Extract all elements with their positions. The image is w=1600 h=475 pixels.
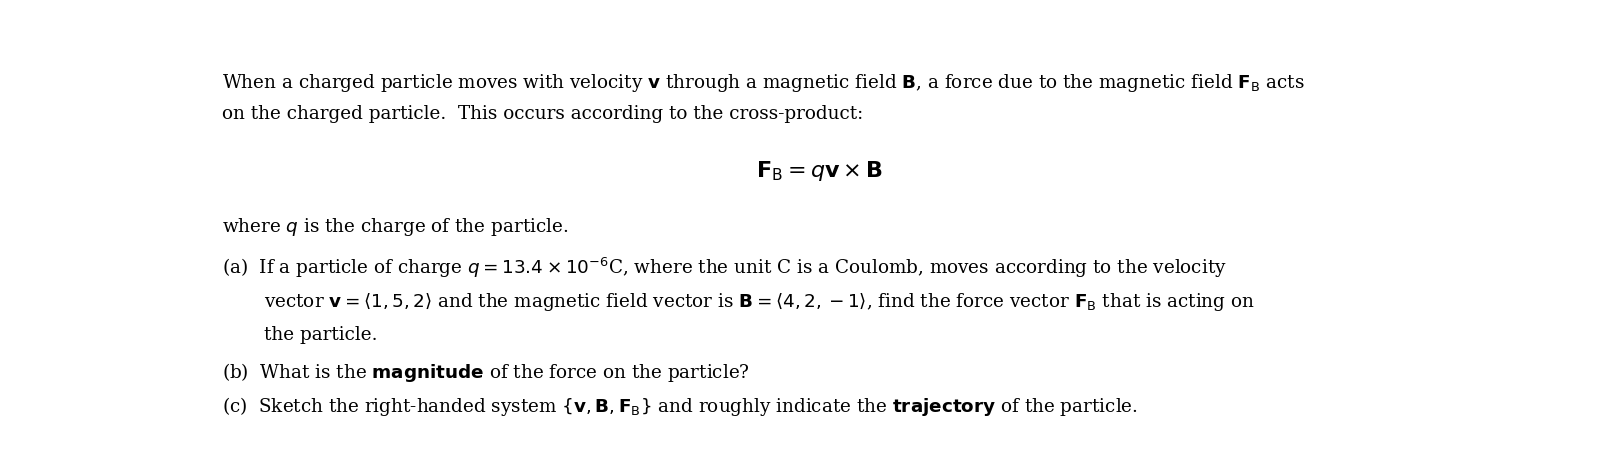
Text: When a charged particle moves with velocity $\mathbf{v}$ through a magnetic fiel: When a charged particle moves with veloc… — [222, 72, 1306, 94]
Text: vector $\mathbf{v} = \langle 1, 5, 2\rangle$ and the magnetic field vector is $\: vector $\mathbf{v} = \langle 1, 5, 2\ran… — [264, 291, 1256, 313]
Text: the particle.: the particle. — [264, 326, 378, 344]
Text: $\mathbf{F}_\mathrm{B} = q\mathbf{v} \times \mathbf{B}$: $\mathbf{F}_\mathrm{B} = q\mathbf{v} \ti… — [757, 160, 883, 183]
Text: on the charged particle.  This occurs according to the cross-product:: on the charged particle. This occurs acc… — [222, 104, 864, 123]
Text: (a)  If a particle of charge $q = 13.4 \times 10^{-6}$C, where the unit C is a C: (a) If a particle of charge $q = 13.4 \t… — [222, 256, 1227, 280]
Text: (b)  What is the $\mathbf{magnitude}$ of the force on the particle?: (b) What is the $\mathbf{magnitude}$ of … — [222, 361, 750, 384]
Text: (c)  Sketch the right-handed system $\{\mathbf{v}, \mathbf{B}, \mathbf{F}_\mathr: (c) Sketch the right-handed system $\{\m… — [222, 395, 1138, 418]
Text: where $q$ is the charge of the particle.: where $q$ is the charge of the particle. — [222, 216, 568, 238]
